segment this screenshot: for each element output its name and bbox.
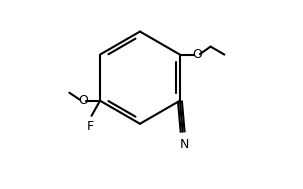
Text: N: N xyxy=(179,138,189,151)
Text: O: O xyxy=(192,48,202,61)
Text: O: O xyxy=(78,94,88,107)
Text: F: F xyxy=(87,120,94,133)
